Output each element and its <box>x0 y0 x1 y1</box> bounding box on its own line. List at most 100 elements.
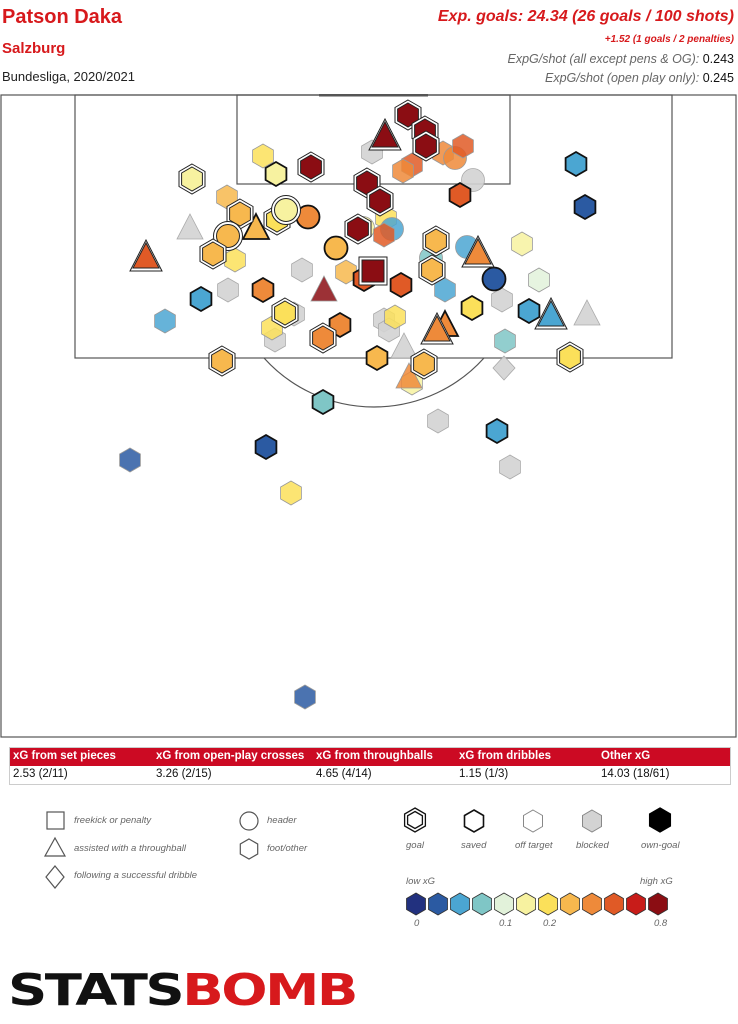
shot-marker <box>280 480 302 506</box>
shot-marker <box>373 222 395 248</box>
shot-marker <box>492 355 516 381</box>
scale-swatch <box>494 892 514 916</box>
legend-label-goal: goal <box>406 840 424 851</box>
summary-value-set-pieces: 2.53 (2/11) <box>13 768 68 780</box>
shot-marker <box>461 168 485 192</box>
shot-marker <box>528 267 550 293</box>
shot-marker <box>384 304 406 330</box>
scale-swatch <box>538 892 558 916</box>
triangle-shape-icon <box>43 836 67 857</box>
shot-marker <box>392 158 414 184</box>
shot-marker <box>481 266 507 292</box>
shot-marker <box>461 234 495 268</box>
xg-per-shot-open-play-value: 0.245 <box>702 71 734 85</box>
xg-summary-table: xG from set pieces xG from open-play cro… <box>9 747 731 785</box>
summary-value-crosses: 3.26 (2/15) <box>156 768 212 780</box>
shot-marker <box>418 254 446 286</box>
summary-value-throughballs: 4.65 (4/14) <box>316 768 372 780</box>
expected-goals-total: Exp. goals: 24.34 (26 goals / 100 shots) <box>437 8 734 25</box>
competition-label: Bundesliga, 2020/2021 <box>2 69 136 84</box>
shot-marker <box>368 117 402 151</box>
shot-marker <box>448 181 472 209</box>
shot-marker <box>573 193 597 221</box>
xg-per-shot-all-value: 0.243 <box>702 52 734 66</box>
shot-marker <box>224 247 246 273</box>
shot-marker <box>390 332 418 359</box>
scale-swatch <box>406 892 426 916</box>
shot-marker <box>241 212 271 240</box>
scale-tick-0-8: 0.8 <box>654 918 668 929</box>
goal-outcome-icon <box>403 807 427 833</box>
scale-swatch <box>450 892 470 916</box>
shot-marker <box>297 151 325 183</box>
scale-swatch <box>472 892 492 916</box>
summary-header-set-pieces: xG from set pieces <box>13 750 116 762</box>
shot-marker <box>534 296 568 330</box>
shot-marker <box>310 275 338 302</box>
legend-label-hexagon: foot/other <box>267 843 308 854</box>
summary-header-crosses: xG from open-play crosses <box>156 750 305 762</box>
shot-marker <box>154 308 176 334</box>
summary-header-dribbles: xG from dribbles <box>459 750 552 762</box>
outcome-legend <box>403 807 672 833</box>
summary-header-other: Other xG <box>601 750 651 762</box>
shot-marker <box>252 143 274 169</box>
legend-label-saved: saved <box>461 840 487 851</box>
shot-marker <box>226 198 254 230</box>
xg-per-shot-open-play: ExpG/shot (open play only): 0.245 <box>545 71 734 85</box>
shot-marker <box>491 287 513 313</box>
shot-marker <box>178 163 206 195</box>
shot-marker <box>494 328 516 354</box>
shot-marker <box>358 256 388 286</box>
shots-layer <box>119 99 601 710</box>
logo-stats: STATS <box>8 965 182 1016</box>
shot-marker <box>129 238 163 272</box>
statsbomb-logo: STATS BOMB <box>8 965 358 1016</box>
summary-value-dribbles: 1.15 (1/3) <box>459 768 509 780</box>
scale-tick-0-2: 0.2 <box>543 918 557 929</box>
scale-swatch <box>428 892 448 916</box>
hexagon-shape-icon <box>239 838 259 860</box>
shot-marker <box>412 130 440 162</box>
scale-swatch <box>516 892 536 916</box>
shot-marker <box>365 344 389 372</box>
own-goal-outcome-icon <box>648 807 672 833</box>
summary-header-throughballs: xG from throughballs <box>316 750 433 762</box>
shot-marker <box>119 447 141 473</box>
shot-marker <box>199 238 227 270</box>
penalties-summary: +1.52 (1 goals / 2 penalties) <box>604 34 734 45</box>
saved-outcome-icon <box>463 809 485 833</box>
shot-marker <box>427 408 449 434</box>
shot-marker <box>176 213 204 240</box>
legend <box>43 807 672 916</box>
shot-marker <box>517 297 541 325</box>
shot-marker <box>344 213 372 245</box>
shot-marker <box>271 195 301 225</box>
xg-per-shot-open-play-label: ExpG/shot (open play only): <box>544 71 700 85</box>
shot-marker <box>452 133 474 159</box>
legend-label-circle: header <box>267 815 297 826</box>
shot-marker <box>420 311 454 345</box>
shot-marker <box>217 277 239 303</box>
shot-marker <box>271 297 299 329</box>
shot-marker <box>422 225 450 257</box>
shot-marker <box>189 285 213 313</box>
xg-colour-scale <box>406 892 668 916</box>
shot-marker <box>395 362 423 389</box>
xg-per-shot-all-label: ExpG/shot (all except pens & OG): <box>507 52 700 66</box>
shot-marker <box>251 276 275 304</box>
shot-marker <box>410 348 438 380</box>
legend-label-triangle: assisted with a throughball <box>74 843 186 854</box>
shot-marker <box>335 259 357 285</box>
shot-marker <box>264 160 288 188</box>
shot-marker <box>291 257 313 283</box>
logo-bomb: BOMB <box>182 965 356 1016</box>
legend-label-off-target: off target <box>515 840 553 851</box>
legend-label-blocked: blocked <box>576 840 609 851</box>
scale-swatch <box>626 892 646 916</box>
shot-marker <box>294 684 316 710</box>
shot-marker <box>573 299 601 326</box>
shot-map <box>0 94 737 738</box>
summary-header-row: xG from set pieces xG from open-play cro… <box>10 748 730 766</box>
